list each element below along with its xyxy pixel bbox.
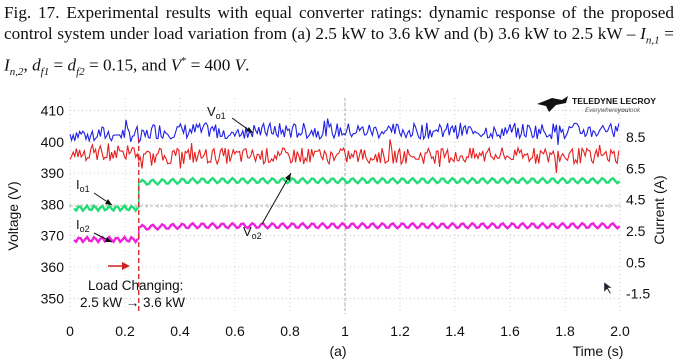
y-tick-label-left: 400 xyxy=(41,134,65,150)
trace-io1-pre xyxy=(73,203,139,213)
vo1-arrowhead xyxy=(246,127,253,133)
eq-equals: = xyxy=(659,24,674,43)
trace-vo1 xyxy=(69,118,620,145)
x-axis-label: Time (s) xyxy=(573,343,624,359)
y-tick-label-right: 0.5 xyxy=(626,254,646,270)
cursor-icon xyxy=(603,281,613,295)
eq-d1: d xyxy=(32,56,41,76)
logo-bird-icon xyxy=(537,96,568,112)
y-tick-label-right: 6.5 xyxy=(626,160,646,176)
tick-labels: 0 0.2 0.4 0.6 0.8 1 1.2 1.4 1.6 1.8 2.0 350 360 370 38… xyxy=(41,103,651,339)
caption-text: Experimental results with equal converte… xyxy=(4,3,675,43)
y-tick-label-left: 410 xyxy=(41,103,65,119)
x-tick-label: 0.6 xyxy=(225,323,245,339)
x-tick-label: 1 xyxy=(341,323,349,339)
eq-unit: V xyxy=(234,56,246,76)
logo-brand: TELEDYNE LECROY xyxy=(572,96,656,106)
eq-equals-2: = xyxy=(49,56,68,76)
plot-traces xyxy=(69,118,621,245)
eq-i1-sub: n,1 xyxy=(645,34,660,47)
load-change-line1: Load Changing: xyxy=(88,278,183,293)
trace-io1-post xyxy=(139,176,621,187)
eq-i2: I xyxy=(4,56,10,76)
trace-io2-post xyxy=(139,221,621,232)
x-tick-label: 0.2 xyxy=(115,323,135,339)
x-tick-label: 2.0 xyxy=(610,323,630,339)
y-tick-label-left: 380 xyxy=(41,196,65,212)
eq-i1: I xyxy=(640,24,646,43)
y-tick-label-left: 370 xyxy=(41,228,65,244)
load-change-arrowhead xyxy=(122,262,130,270)
vo2-label: Vo2 xyxy=(243,224,262,241)
x-tick-label: 0 xyxy=(66,323,74,339)
eq-d1-sub: f1 xyxy=(40,66,50,79)
y-tick-label-right: 8.5 xyxy=(626,129,646,145)
eq-v-sup: * xyxy=(181,56,187,68)
eq-end: . xyxy=(245,56,250,76)
y-tick-label-left: 350 xyxy=(41,290,65,306)
y-tick-label-left: 360 xyxy=(41,259,65,275)
eq-d2-sub: f2 xyxy=(76,66,85,79)
y-tick-label-right: 4.5 xyxy=(626,192,646,208)
eq-i2-sub: n,2 xyxy=(9,66,24,79)
logo-tagline: Everywhereyoulook xyxy=(585,107,641,114)
vo1-label: Vo1 xyxy=(207,104,226,121)
y-axis-label-left: Voltage (V) xyxy=(5,181,21,250)
x-tick-label: 1.4 xyxy=(445,323,465,339)
eq-v: V xyxy=(170,56,182,76)
eq-vvalue: = 400 xyxy=(186,56,235,76)
io2-arrowhead xyxy=(105,237,112,242)
y-tick-label-left: 390 xyxy=(41,165,65,181)
subfigure-label: (a) xyxy=(329,343,346,359)
eq-comma: , xyxy=(23,56,33,76)
caption-label: Fig. 17. xyxy=(4,3,60,22)
load-change-line2: 2.5 kW → 3.6 kW xyxy=(80,295,185,310)
x-tick-label: 1.8 xyxy=(555,323,575,339)
x-tick-label: 0.8 xyxy=(280,323,300,339)
eq-value: = 0.15, and xyxy=(84,56,171,76)
figure-caption: Fig. 17. Experimental results with equal… xyxy=(4,2,674,84)
y-tick-label-right: 2.5 xyxy=(626,223,646,239)
io1-arrowhead xyxy=(105,199,112,205)
annotations: Vo1 Vo2 Io1 Io2 Load Changing: 2.5 kW → … xyxy=(76,104,613,310)
vo2-arrowhead xyxy=(285,173,291,181)
y-tick-label-right: -1.5 xyxy=(626,286,650,302)
x-tick-label: 0.4 xyxy=(170,323,190,339)
x-tick-label: 1.2 xyxy=(390,323,410,339)
x-tick-label: 1.6 xyxy=(500,323,520,339)
vo2-arrow xyxy=(261,172,292,225)
y-axis-label-right: Current (A) xyxy=(651,175,667,244)
io1-label: Io1 xyxy=(76,177,90,194)
eq-d2: d xyxy=(67,56,77,76)
io2-label: Io2 xyxy=(76,217,90,234)
teledyne-logo: TELEDYNE LECROY Everywhereyoulook xyxy=(537,96,656,114)
trace-vo2 xyxy=(69,139,620,173)
